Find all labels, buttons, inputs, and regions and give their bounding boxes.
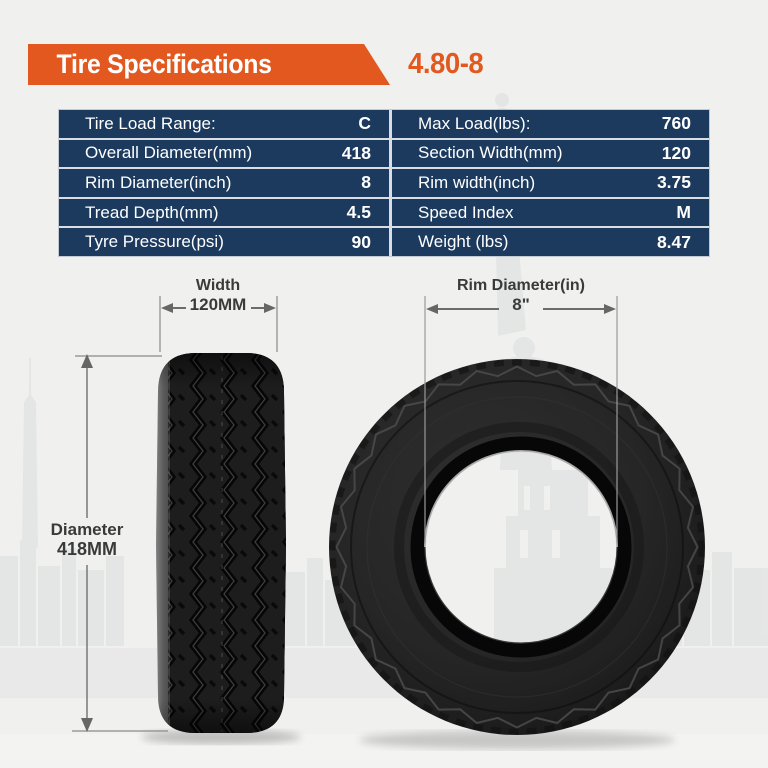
overall-diameter-dimension-label: Diameter 418MM (35, 521, 139, 559)
right-tire-illustration (329, 359, 705, 735)
spec-label: Tire Load Range: (85, 113, 216, 133)
spec-value: M (676, 202, 691, 223)
spec-label: Weight (lbs) (418, 232, 509, 252)
spec-row: Tire Load Range: C (59, 110, 389, 138)
spec-row: Weight (lbs) 8.47 (392, 228, 709, 256)
spec-row: Tread Depth(mm) 4.5 (59, 198, 389, 227)
spec-table-left-column: Tire Load Range: C Overall Diameter(mm) … (59, 110, 389, 256)
rim-diameter-value: 8" (512, 295, 530, 314)
spec-row: Max Load(lbs): 760 (392, 110, 709, 138)
spec-row: Tyre Pressure(psi) 90 (59, 228, 389, 256)
spec-row: Speed Index M (392, 198, 709, 227)
spec-value: 90 (351, 231, 371, 252)
spec-table: Tire Load Range: C Overall Diameter(mm) … (58, 109, 710, 257)
width-title: Width (195, 277, 241, 294)
spec-row: Rim Diameter(inch) 8 (59, 169, 389, 197)
spec-value: C (358, 113, 371, 134)
spec-label: Speed Index (418, 202, 514, 222)
spec-value: 760 (661, 113, 691, 134)
spec-label: Rim width(inch) (418, 172, 536, 192)
spec-row: Rim width(inch) 3.75 (392, 169, 709, 197)
tire-size-label: 4.80-8 (408, 48, 484, 80)
spec-value: 8 (361, 172, 371, 193)
spec-row: Section Width(mm) 120 (392, 139, 709, 168)
spec-label: Tread Depth(mm) (85, 202, 219, 222)
spec-label: Rim Diameter(inch) (85, 172, 232, 192)
dimension-lines (72, 296, 618, 732)
spec-value: 3.75 (656, 172, 691, 193)
spec-label: Tyre Pressure(psi) (85, 232, 224, 252)
spec-value: 4.5 (346, 202, 371, 223)
left-tire-illustration (156, 352, 286, 734)
spec-label: Section Width(mm) (418, 143, 563, 163)
header-banner: Tire Specifications (28, 44, 390, 85)
spec-value: 8.47 (656, 231, 691, 252)
spec-label: Max Load(lbs): (418, 113, 531, 133)
overall-diameter-title: Diameter (50, 520, 124, 539)
spec-table-divider (389, 110, 392, 256)
overall-diameter-value: 418MM (56, 539, 118, 559)
page-title: Tire Specifications (56, 49, 272, 79)
spec-value: 418 (341, 142, 371, 163)
spec-row: Overall Diameter(mm) 418 (59, 139, 389, 168)
spec-label: Overall Diameter(mm) (85, 143, 253, 163)
rim-diameter-dimension-label: Rim Diameter(in) 8" (421, 277, 621, 314)
rim-diameter-title: Rim Diameter(in) (456, 277, 586, 294)
spec-table-right-column: Max Load(lbs): 760 Section Width(mm) 120… (392, 110, 709, 256)
width-dimension-label: Width 120MM (158, 277, 278, 314)
tire-shadows (141, 730, 675, 749)
spec-value: 120 (661, 142, 691, 163)
width-value: 120MM (189, 295, 247, 314)
